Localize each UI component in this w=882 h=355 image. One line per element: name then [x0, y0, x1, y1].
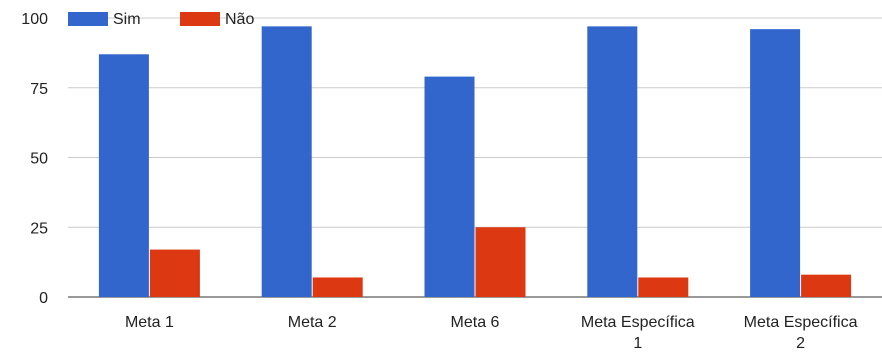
- legend-swatch: [68, 12, 108, 26]
- bar-no-2[interactable]: [312, 277, 363, 297]
- bar-no-1[interactable]: [149, 249, 200, 297]
- bars: [98, 26, 852, 298]
- y-tick-label: 25: [30, 220, 48, 237]
- bar-no-5[interactable]: [801, 274, 852, 297]
- bar-no-3[interactable]: [475, 227, 526, 297]
- legend-label: Não: [225, 11, 254, 28]
- bar-sim-3[interactable]: [424, 76, 475, 297]
- x-tick-label: 2: [796, 335, 805, 352]
- bar-sim-4[interactable]: [587, 26, 638, 298]
- y-tick-label: 50: [30, 151, 48, 168]
- legend[interactable]: Sim Não: [68, 11, 254, 28]
- bar-sim-5[interactable]: [750, 29, 801, 297]
- x-tick-label: Meta Específica: [744, 314, 858, 331]
- x-tick-label: Meta Específica: [581, 314, 695, 331]
- bar-no-4[interactable]: [638, 277, 689, 297]
- legend-item-2[interactable]: Não: [180, 11, 254, 28]
- x-tick-label: Meta 1: [125, 314, 174, 331]
- y-axis-ticks: 0 25 50 75 100: [21, 11, 48, 307]
- legend-swatch: [180, 12, 220, 26]
- x-tick-label: Meta 2: [288, 314, 337, 331]
- bar-sim-2[interactable]: [261, 26, 312, 298]
- bar-sim-1[interactable]: [98, 54, 149, 297]
- x-tick-label: Meta 6: [451, 314, 500, 331]
- x-tick-label: 1: [633, 335, 642, 352]
- y-tick-label: 75: [30, 81, 48, 98]
- legend-label: Sim: [113, 11, 141, 28]
- y-tick-label: 0: [39, 290, 48, 307]
- legend-item-1[interactable]: Sim: [68, 11, 141, 28]
- x-axis-ticks: Meta 1 Meta 2 Meta 6 Meta Específica 1 Meta E…: [125, 314, 858, 352]
- y-tick-label: 100: [21, 11, 48, 28]
